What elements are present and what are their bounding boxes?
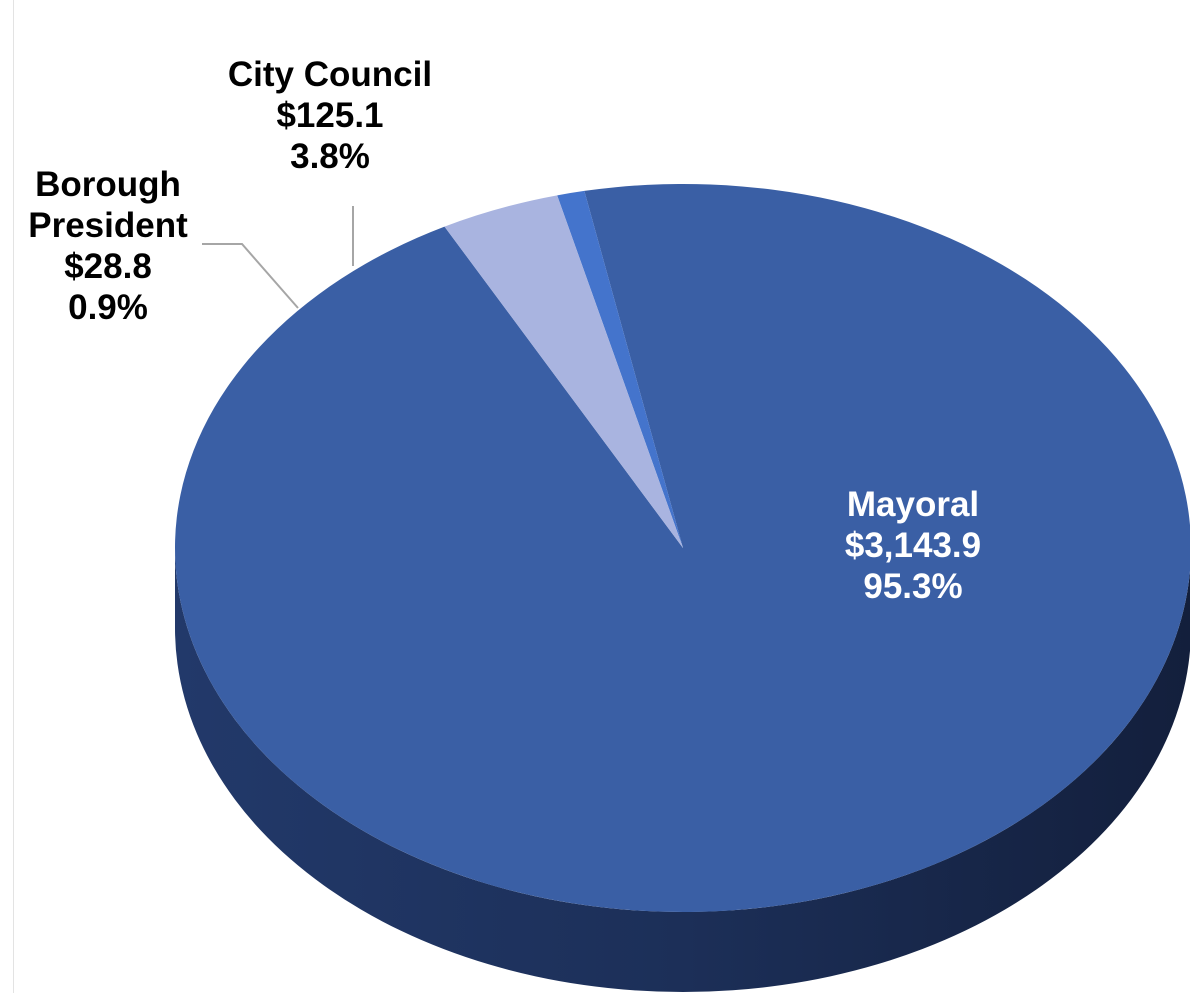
data-label-line: Borough — [35, 165, 181, 204]
pie-slice-mayoral — [175, 184, 1190, 912]
data-label-line: 0.9% — [68, 288, 148, 327]
data-label-line: 3.8% — [290, 137, 370, 176]
pie-slice-borough-president — [557, 190, 683, 549]
pie-slice-city-council — [444, 195, 683, 548]
pie-side-band — [175, 548, 1190, 992]
data-label-line: $28.8 — [64, 247, 152, 286]
data-label-line: 95.3% — [863, 567, 962, 606]
data-label-mayoral: Mayoral $3,143.9 95.3% — [845, 485, 981, 606]
data-label-line: $125.1 — [276, 96, 383, 135]
pie-3d-side — [175, 548, 1190, 992]
data-label-borough-president: Borough President $28.8 0.9% — [28, 165, 188, 327]
data-label-line: $3,143.9 — [845, 526, 981, 565]
data-label-city-council: City Council $125.1 3.8% — [228, 55, 432, 176]
data-label-line: City Council — [228, 55, 432, 94]
pie-slices — [175, 184, 1190, 912]
data-label-line: Mayoral — [847, 485, 979, 524]
leader-line-borough-president — [202, 243, 299, 309]
chart-frame-border — [13, 0, 14, 993]
data-label-line: President — [28, 206, 188, 245]
leader-lines — [202, 206, 354, 309]
data-labels: Mayoral $3,143.9 95.3% Borough President $28.… — [28, 55, 981, 606]
